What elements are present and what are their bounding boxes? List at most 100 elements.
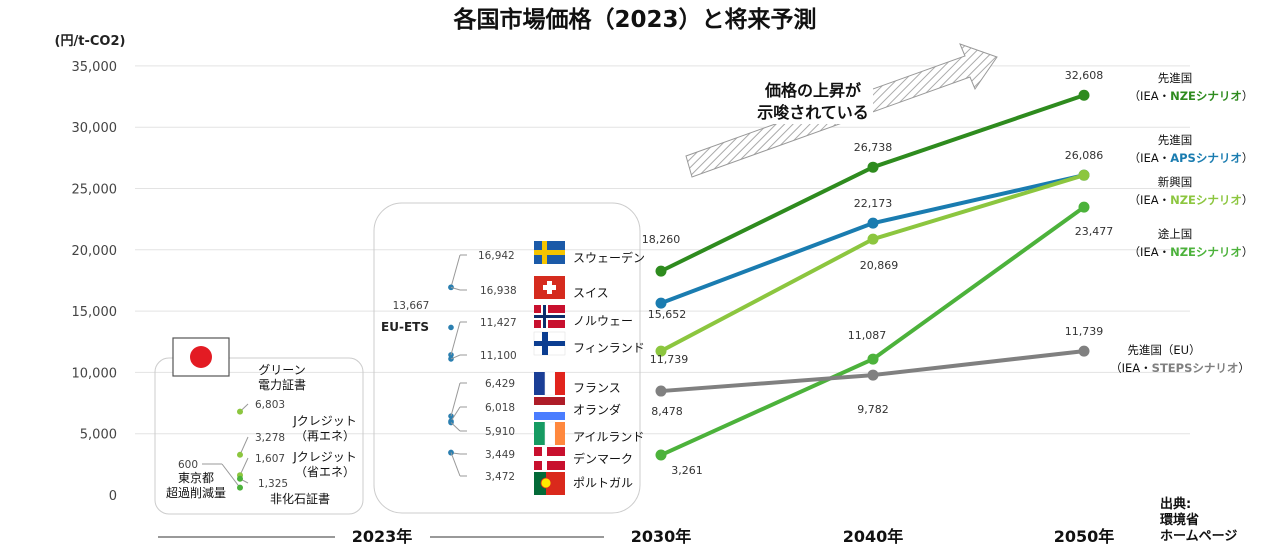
category-name: 電力証書	[258, 378, 306, 392]
value-label: 3,278	[255, 432, 285, 444]
value-label: 5,910	[485, 426, 515, 438]
data-point	[867, 369, 879, 381]
x-tick-label: 2030年	[631, 527, 692, 546]
leader-line	[450, 382, 461, 417]
y-axis: 35,000 30,000 25,000 20,000 15,000 10,000 5,00…	[72, 60, 118, 504]
data-point	[867, 233, 879, 245]
data-label: 23,477	[1075, 225, 1114, 238]
data-label: 18,260	[642, 233, 681, 246]
data-point	[237, 484, 243, 491]
data-label: 11,739	[1065, 325, 1104, 338]
norway-flag-icon	[534, 305, 565, 328]
switzerland-flag-icon	[534, 276, 565, 299]
data-point	[1078, 169, 1090, 181]
y-tick-label: 35,000	[72, 60, 118, 75]
value-label: 1,607	[255, 453, 285, 465]
series-name: 新興国	[1158, 175, 1193, 189]
data-point	[1078, 345, 1090, 357]
leader-line	[221, 463, 241, 488]
eu-group-box	[373, 202, 641, 514]
leader-line	[450, 406, 461, 422]
france-flag-icon	[534, 371, 565, 396]
category-name: Jクレジット	[292, 414, 357, 428]
value-label: 16,938	[480, 285, 517, 297]
data-point	[1078, 89, 1090, 101]
x-axis: 2023年 2030年 2040年 2050年	[352, 527, 1115, 546]
category-name: EU-ETS	[381, 320, 429, 334]
category-name: グリーン	[258, 363, 305, 377]
data-label: 9,782	[857, 403, 889, 416]
leader-line	[239, 457, 249, 476]
data-point	[655, 385, 667, 397]
data-point	[655, 449, 667, 461]
source-line-1: 出典:	[1160, 496, 1191, 512]
data-label: 11,087	[848, 329, 887, 342]
y-unit-label: (円/t-CO2)	[55, 34, 126, 49]
category-name: ポルトガル	[573, 476, 633, 490]
y-tick-label: 20,000	[72, 244, 118, 259]
data-label: 26,086	[1065, 149, 1104, 162]
leader-line	[239, 436, 249, 456]
data-point	[655, 297, 667, 309]
leader-line	[450, 321, 461, 356]
chart-title: 各国市場価格（2023）と将来予測	[452, 6, 816, 33]
y-tick-label: 10,000	[72, 366, 118, 381]
series-labels: 先進国 （IEA・NZEシナリオ） 先進国 （IEA・APSシナリオ） 新興国 （IEA・…	[1110, 71, 1253, 375]
portugal-flag-icon	[534, 472, 565, 495]
data-label: 32,608	[1065, 69, 1104, 82]
japan-flag-icon	[172, 337, 230, 377]
series-name: 先進国（EU）	[1127, 343, 1200, 357]
category-name: 非化石証書	[270, 492, 330, 506]
arrow-text-line2: 示唆されている	[757, 103, 869, 122]
series-name: 先進国	[1158, 71, 1193, 85]
category-name: 超過削減量	[166, 485, 226, 500]
value-label: 11,427	[480, 317, 517, 329]
data-point	[655, 345, 667, 357]
data-point	[237, 451, 243, 458]
data-point	[237, 475, 243, 482]
data-point	[237, 408, 243, 415]
data-label: 20,869	[860, 259, 899, 272]
finland-flag-icon	[533, 331, 566, 356]
sweden-flag-icon	[534, 241, 565, 264]
value-label: 6,429	[485, 378, 515, 390]
data-point	[1078, 201, 1090, 213]
data-point	[448, 324, 454, 331]
value-label: 3,449	[485, 449, 515, 461]
category-name: ノルウェー	[573, 314, 633, 328]
y-tick-label: 30,000	[72, 121, 118, 136]
series-name: （IEA・NZEシナリオ）	[1129, 89, 1254, 103]
source-line-2: 環境省	[1160, 512, 1199, 528]
leader-line	[450, 286, 461, 291]
data-point	[867, 353, 879, 365]
value-label: 13,667	[393, 300, 430, 312]
data-label: 8,478	[651, 405, 683, 418]
leader-line	[450, 452, 461, 477]
category-name: スイス	[573, 286, 609, 300]
eu-prices: 16,942 スウェーデン 16,938 スイス 13,667 EU-ETS 11,427 ノ…	[381, 250, 645, 490]
category-name: フィンランド	[573, 341, 645, 355]
x-tick-label: 2040年	[843, 527, 904, 546]
netherlands-flag-icon	[534, 397, 565, 420]
x-tick-label: 2050年	[1054, 527, 1115, 546]
data-label: 26,738	[854, 141, 893, 154]
data-point	[867, 161, 879, 173]
y-tick-label: 15,000	[72, 305, 118, 320]
category-name: アイルランド	[573, 430, 644, 444]
leader-line	[450, 422, 461, 432]
category-name: 東京都	[178, 471, 214, 485]
category-name: （省エネ）	[295, 465, 355, 479]
value-label: 11,100	[480, 350, 517, 362]
flags	[533, 241, 566, 495]
value-label: 6,018	[485, 402, 515, 414]
value-label: 3,472	[485, 471, 515, 483]
value-label: 1,325	[258, 478, 288, 490]
arrow-text-line1: 価格の上昇が	[764, 81, 861, 100]
series-lines: 18,260 26,738 32,608 15,652 22,173 26,086 11,7…	[642, 69, 1114, 477]
x-tick-label: 2023年	[352, 527, 413, 546]
data-label: 3,261	[671, 464, 703, 477]
series-name: （IEA・STEPSシナリオ）	[1110, 361, 1250, 375]
leader-line	[450, 354, 461, 360]
